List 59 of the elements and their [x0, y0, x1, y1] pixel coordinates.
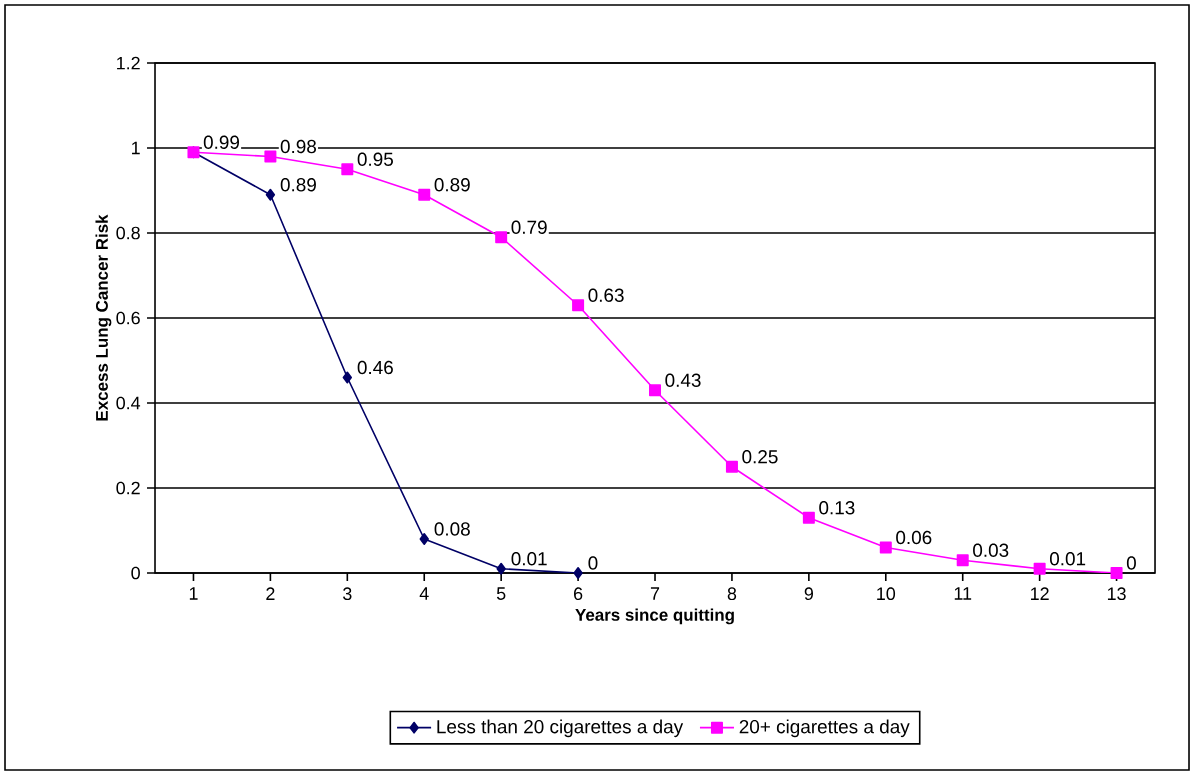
- data-label: 0.99: [203, 135, 240, 149]
- point: [418, 188, 431, 201]
- x-tick-label: 13: [1107, 587, 1126, 601]
- legend-label: Less than 20 cigarettes a day: [437, 719, 684, 738]
- legend-label: 20+ cigarettes a day: [739, 719, 910, 738]
- point: [725, 460, 738, 473]
- x-tick-label: 9: [804, 587, 813, 601]
- y-tick-label: 1.2: [117, 56, 140, 70]
- point: [495, 231, 508, 244]
- x-tick-label: 11: [954, 587, 972, 600]
- data-label: 0.89: [434, 178, 470, 192]
- y-tick-label: 0.8: [116, 226, 140, 240]
- x-tick-label: 2: [266, 587, 275, 600]
- point: [1033, 562, 1046, 575]
- x-tick-label: 4: [419, 587, 429, 600]
- y-tick-label: 1: [132, 141, 140, 155]
- point: [264, 150, 277, 163]
- data-label: 0.06: [896, 530, 932, 545]
- x-tick-label: 10: [877, 587, 896, 601]
- x-tick-label: 5: [496, 587, 506, 600]
- point: [265, 188, 276, 201]
- data-label: 0.01: [1049, 552, 1086, 566]
- x-tick-label: 8: [727, 587, 737, 601]
- data-label: 0.08: [434, 522, 470, 536]
- data-label: 0.95: [357, 152, 393, 166]
- point: [342, 371, 353, 384]
- data-label: 0.01: [511, 552, 547, 566]
- data-label: 0.79: [511, 220, 547, 234]
- point: [419, 533, 429, 545]
- data-label: 0.03: [973, 543, 1009, 557]
- point: [956, 554, 969, 567]
- y-tick-label: 0.2: [116, 481, 140, 495]
- data-label: 0: [1126, 556, 1136, 570]
- point: [879, 541, 892, 554]
- x-tick-label: 1: [189, 587, 198, 600]
- data-label: 0.25: [742, 450, 778, 464]
- x-axis-title: Years since quitting: [575, 608, 734, 625]
- data-label: 0.43: [665, 373, 701, 387]
- data-label: 0.98: [280, 139, 317, 154]
- data-label: 0.89: [280, 178, 316, 192]
- point: [573, 567, 583, 579]
- y-tick-label: 0.4: [116, 396, 141, 410]
- y-tick-label: 0: [131, 566, 140, 580]
- point: [802, 511, 815, 524]
- point: [572, 299, 585, 312]
- data-label: 0.46: [357, 360, 393, 375]
- x-tick-label: 3: [343, 587, 352, 601]
- data-label: 0.63: [588, 288, 624, 302]
- x-tick-label: 6: [574, 587, 583, 601]
- y-axis-title: Excess Lung Cancer Risk: [95, 214, 112, 421]
- x-tick-label: 7: [650, 587, 660, 600]
- x-tick-label: 12: [1031, 587, 1049, 600]
- data-label: 0: [588, 556, 598, 570]
- y-tick-label: 0.6: [116, 311, 140, 325]
- point: [341, 163, 354, 176]
- data-label: 0.13: [819, 501, 855, 515]
- point: [649, 384, 662, 397]
- point: [496, 562, 506, 575]
- point: [1110, 567, 1123, 579]
